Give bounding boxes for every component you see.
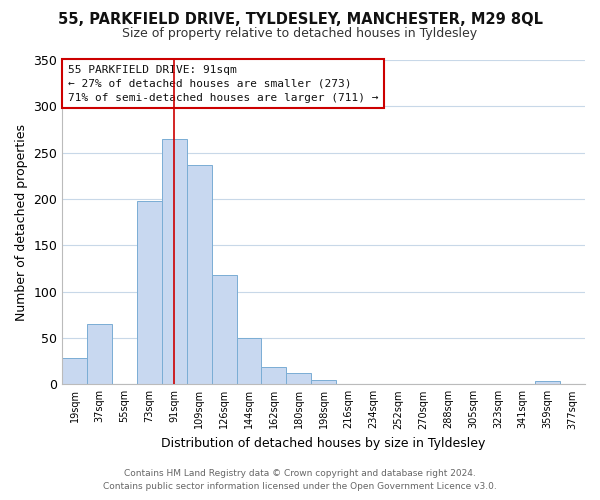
Y-axis label: Number of detached properties: Number of detached properties — [15, 124, 28, 320]
Bar — [137, 201, 162, 384]
Text: 55, PARKFIELD DRIVE, TYLDESLEY, MANCHESTER, M29 8QL: 55, PARKFIELD DRIVE, TYLDESLEY, MANCHEST… — [58, 12, 542, 28]
Text: Size of property relative to detached houses in Tyldesley: Size of property relative to detached ho… — [122, 28, 478, 40]
Bar — [87, 324, 112, 384]
Bar — [236, 338, 262, 384]
Text: 55 PARKFIELD DRIVE: 91sqm
← 27% of detached houses are smaller (273)
71% of semi: 55 PARKFIELD DRIVE: 91sqm ← 27% of detac… — [68, 65, 378, 103]
Bar — [162, 139, 187, 384]
Text: Contains HM Land Registry data © Crown copyright and database right 2024.
Contai: Contains HM Land Registry data © Crown c… — [103, 470, 497, 491]
X-axis label: Distribution of detached houses by size in Tyldesley: Distribution of detached houses by size … — [161, 437, 486, 450]
Bar — [311, 380, 336, 384]
Bar — [535, 380, 560, 384]
Bar — [62, 358, 87, 384]
Bar — [286, 373, 311, 384]
Bar — [262, 366, 286, 384]
Bar — [187, 164, 212, 384]
Bar — [212, 275, 236, 384]
